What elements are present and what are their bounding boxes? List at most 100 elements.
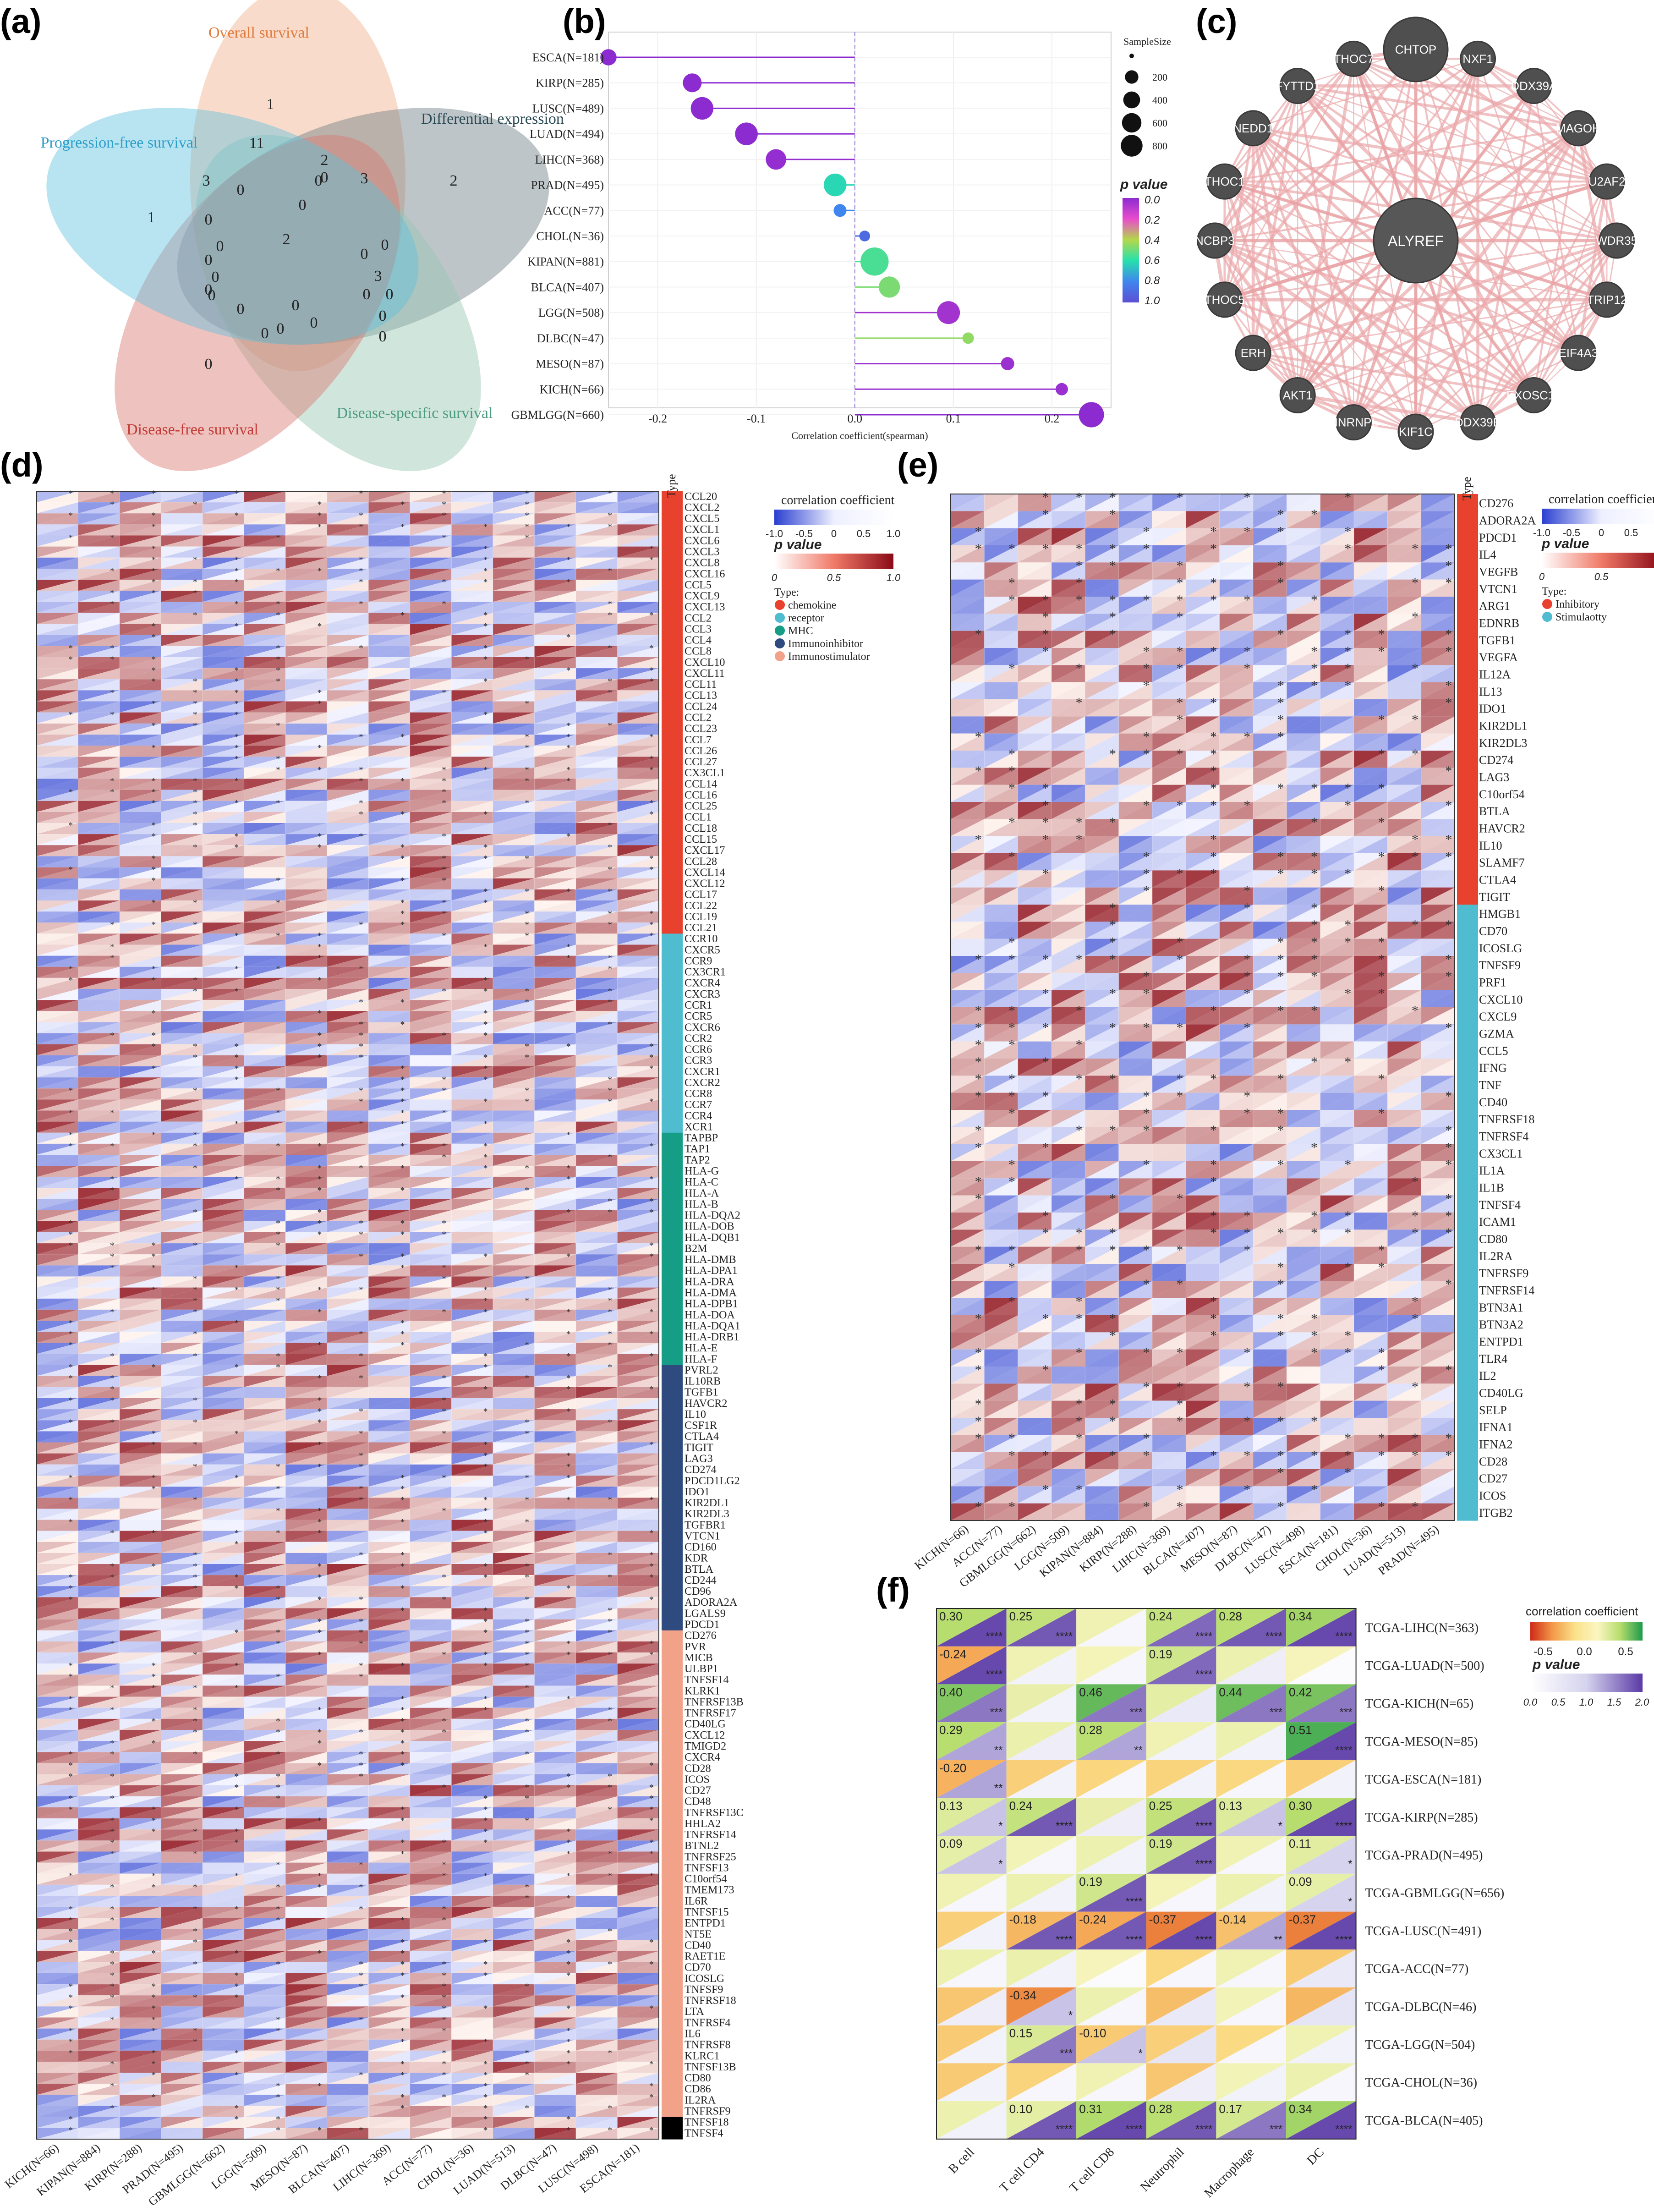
- heatmap-cell-corr: [617, 966, 659, 978]
- heatmap-cell-corr: [78, 1243, 120, 1255]
- heatmap-cell-pvalue: [368, 1066, 410, 1078]
- heatmap-cell-pvalue: [493, 889, 535, 900]
- heatmap-cell-pvalue: [493, 591, 535, 602]
- heatmap-cell-pvalue: [617, 1265, 659, 1277]
- heatmap-cell-pvalue: [120, 491, 161, 503]
- heatmap-cell-corr: [534, 900, 576, 912]
- heatmap-cell-pvalue: [493, 966, 535, 978]
- heatmap-cell-pvalue: [244, 1298, 286, 1310]
- category-label: LGG(N=508): [538, 306, 604, 319]
- significance-mark: *: [68, 489, 73, 499]
- heatmap-cell-pvalue: [244, 746, 286, 757]
- heatmap-cell-pvalue: [410, 557, 452, 569]
- pvalue-tick: 0.6: [1145, 254, 1160, 267]
- heatmap-cell-corr: [617, 856, 659, 867]
- heatmap-cell-pvalue: [285, 823, 327, 834]
- heatmap-cell-corr: [203, 513, 244, 525]
- heatmap-cell-pvalue: [617, 977, 659, 989]
- heatmap-cell-pvalue: [285, 889, 327, 900]
- size-legend-dot: [1121, 135, 1143, 157]
- heatmap-cell-pvalue: [410, 790, 452, 801]
- heatmap-cell-corr: [617, 646, 659, 658]
- heatmap-cell-corr: [410, 1011, 452, 1022]
- heatmap-cell-corr: [161, 723, 203, 735]
- row-type-bar: [662, 546, 683, 558]
- heatmap-cell-pvalue: [575, 1088, 618, 1100]
- heatmap-cell-pvalue: [327, 568, 369, 580]
- heatmap-cell-pvalue: [327, 1066, 369, 1078]
- heatmap-cell-corr: [534, 568, 576, 580]
- heatmap-cell-corr: [493, 657, 535, 669]
- heatmap-cell-pvalue: [161, 723, 203, 735]
- venn-count: 3: [203, 172, 210, 189]
- pvalue-tick: 1.0: [1145, 295, 1160, 307]
- network-edge: [1353, 58, 1608, 183]
- row-type-bar: [662, 580, 683, 591]
- heatmap-cell-corr: [203, 867, 244, 878]
- legend-colorbar-corr: [774, 510, 893, 525]
- heatmap-cell-pvalue: [451, 944, 493, 956]
- heatmap-cell-pvalue: [161, 1265, 203, 1277]
- heatmap-cell-corr: [37, 834, 78, 845]
- heatmap-cell-pvalue: [37, 1221, 78, 1232]
- heatmap-cell-corr: [617, 1210, 659, 1221]
- network-node: [1279, 68, 1316, 104]
- heatmap-cell-pvalue: [120, 613, 161, 624]
- heatmap-cell-pvalue: [534, 779, 576, 790]
- row-type-bar: [662, 1221, 683, 1233]
- network-node: [1335, 404, 1372, 441]
- heatmap-cell-pvalue: [244, 1066, 286, 1078]
- heatmap-cell-pvalue: [78, 867, 120, 878]
- row-type-bar: [662, 1066, 683, 1078]
- heatmap-cell-pvalue: [244, 568, 286, 580]
- heatmap-cell-pvalue: [410, 856, 452, 867]
- heatmap-cell-pvalue: [410, 502, 452, 514]
- heatmap-cell-pvalue: [244, 1210, 286, 1221]
- heatmap-cell-pvalue: [368, 1166, 410, 1177]
- heatmap-cell-corr: [493, 624, 535, 635]
- heatmap-cell-corr: [37, 856, 78, 867]
- heatmap-cell-pvalue: [120, 668, 161, 680]
- heatmap-cell-pvalue: [285, 513, 327, 525]
- heatmap-cell-corr: [534, 1066, 576, 1078]
- heatmap-cell-pvalue: [327, 1033, 369, 1044]
- heatmap-cell-corr: [78, 1188, 120, 1199]
- heatmap-cell-pvalue: [120, 1210, 161, 1221]
- significance-mark: *: [359, 489, 363, 499]
- heatmap-cell-corr: [617, 635, 659, 646]
- heatmap-cell-corr: [327, 955, 369, 967]
- heatmap-cell-pvalue: [617, 491, 659, 503]
- heatmap-cell-corr: [617, 746, 659, 757]
- heatmap-cell-corr: [368, 801, 410, 812]
- heatmap-cell-corr: [161, 1011, 203, 1022]
- heatmap-cell-pvalue: [368, 580, 410, 591]
- heatmap-cell-pvalue: [575, 580, 618, 591]
- heatmap-cell-pvalue: [534, 878, 576, 889]
- heatmap-cell-corr: [451, 1210, 493, 1221]
- heatmap-cell-corr: [451, 933, 493, 945]
- heatmap-cell-corr: [78, 657, 120, 669]
- heatmap-cell-corr: [161, 580, 203, 591]
- heatmap-cell-corr: [575, 1177, 618, 1188]
- heatmap-cell-pvalue: [285, 657, 327, 669]
- heatmap-cell-pvalue: [78, 889, 120, 900]
- heatmap-cell-corr: [451, 1276, 493, 1288]
- row-type-bar: [662, 1984, 683, 1996]
- heatmap-cell-corr: [575, 1110, 618, 1122]
- venn-count: 0: [381, 236, 389, 253]
- heatmap-cell-corr: [120, 502, 161, 514]
- row-type-bar: [662, 1763, 683, 1775]
- network-node: [1235, 335, 1271, 371]
- heatmap-cell-corr: [161, 1287, 203, 1299]
- heatmap-cell-pvalue: [120, 1011, 161, 1022]
- heatmap-cell-corr: [575, 502, 618, 514]
- heatmap-cell-corr: [534, 491, 576, 503]
- heatmap-cell-pvalue: [285, 1210, 327, 1221]
- heatmap-cell-corr: [451, 679, 493, 691]
- heatmap-cell-corr: [451, 1099, 493, 1111]
- heatmap-cell-pvalue: [285, 1088, 327, 1100]
- venn-set-4: [46, 108, 419, 345]
- pvalue-tick: 0.0: [1145, 194, 1160, 206]
- heatmap-cell-pvalue: [410, 911, 452, 923]
- row-type-bar: [662, 690, 683, 702]
